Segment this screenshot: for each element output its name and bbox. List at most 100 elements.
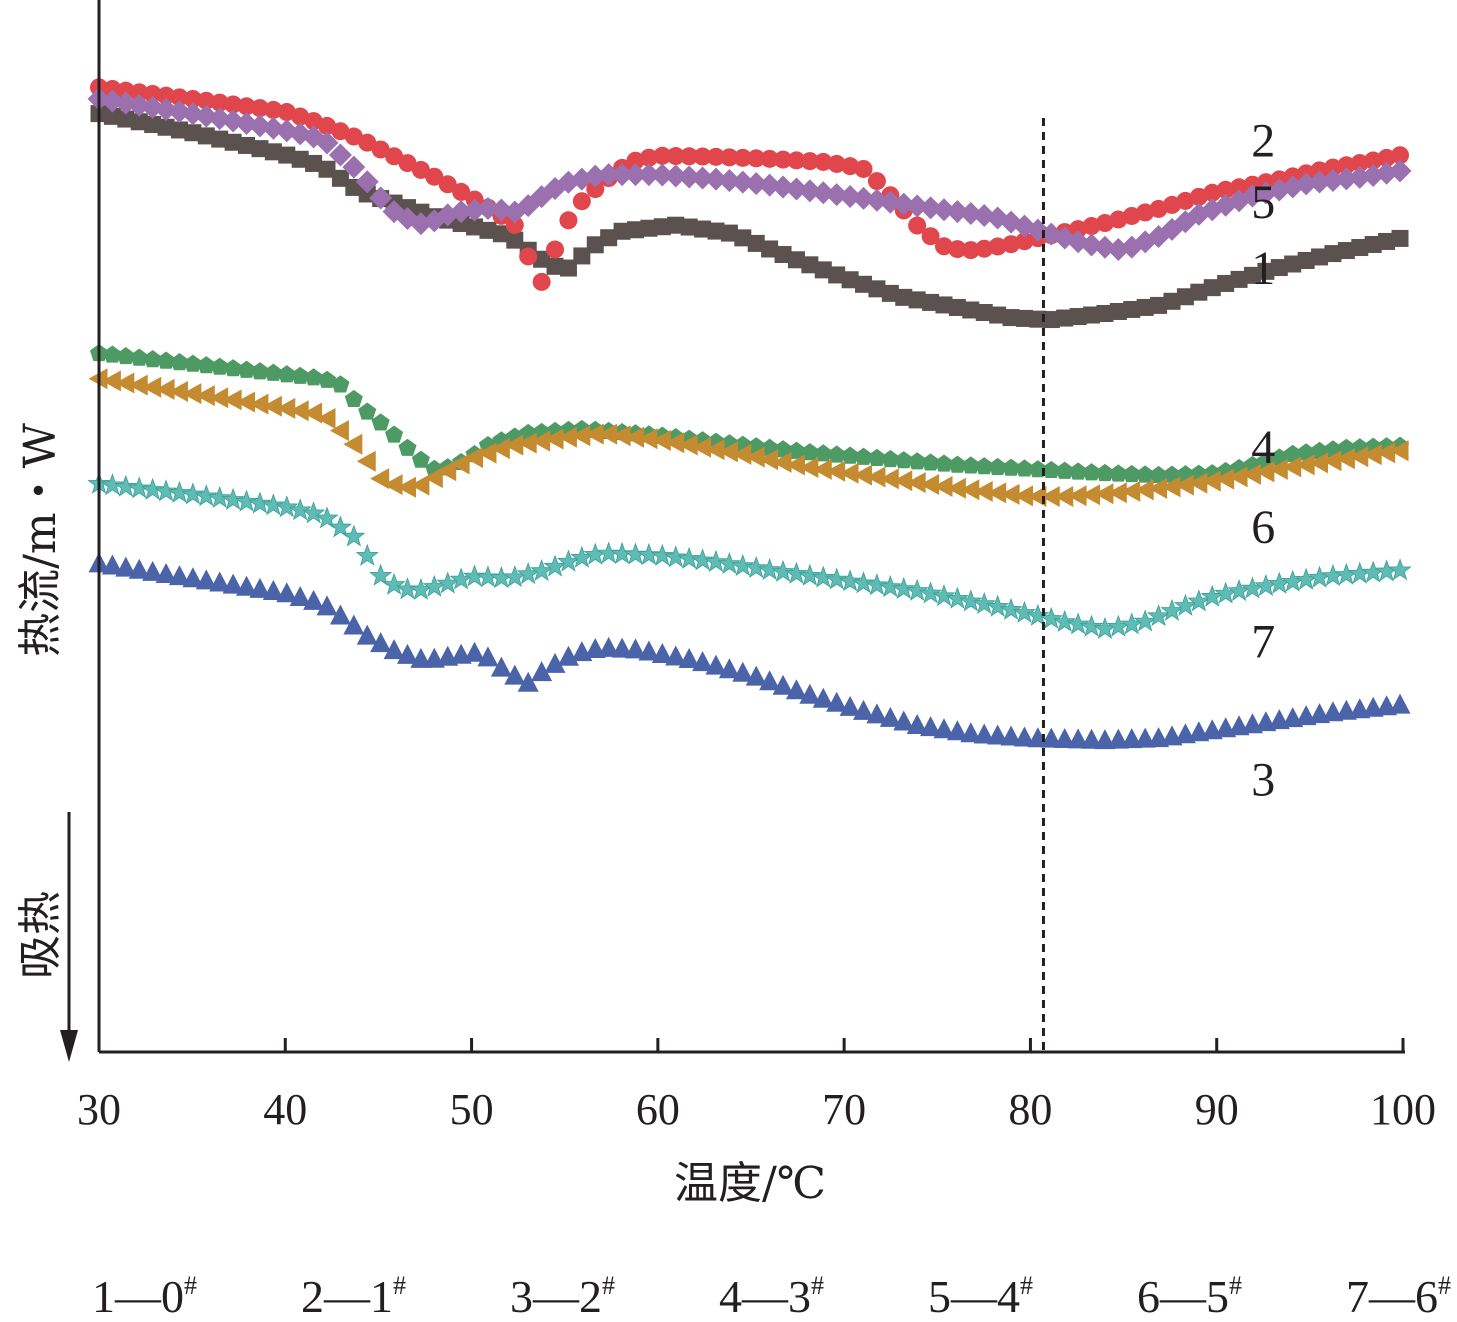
data-point [1388,558,1412,581]
data-point [170,121,188,139]
data-point [142,560,164,581]
data-point [289,586,311,607]
data-point [625,426,645,448]
data-point [115,372,135,394]
data-point [946,720,968,741]
data-point [733,148,752,167]
data-point [182,567,204,588]
data-point [531,661,553,682]
data-point [611,425,631,447]
data-point [1121,480,1141,502]
data-point [1069,462,1088,480]
data-point [1082,217,1101,236]
data-point [908,291,926,309]
data-point [691,166,715,190]
data-point [598,423,618,445]
data-point [1012,600,1037,623]
data-point [653,218,671,236]
data-point [411,160,430,179]
data-point [479,221,497,239]
data-point [234,489,259,512]
data-point [1255,461,1275,483]
data-point [1257,262,1275,280]
data-point [1203,279,1221,297]
data-point [183,354,202,372]
data-point [705,654,727,675]
data-point [932,584,956,607]
data-point [492,225,510,243]
data-point [1081,484,1101,506]
data-point [209,387,229,409]
data-point [1376,442,1396,464]
data-point [894,451,913,469]
data-point [881,449,900,468]
data-point [707,222,725,240]
data-point [704,549,728,572]
data-point [183,89,202,108]
curve-label-2: 2 [1251,115,1275,168]
data-point [573,247,591,265]
data-point [1149,465,1168,484]
data-point [1096,304,1114,322]
data-point [677,546,701,569]
data-point [344,127,363,146]
data-point [1015,309,1033,327]
data-point [865,573,889,596]
data-point [197,356,216,374]
data-point [973,723,995,744]
data-point [1391,146,1410,165]
legend-item: 2—1# [301,1271,406,1322]
data-point [1201,470,1221,492]
data-point [1163,292,1181,310]
data-point [572,192,591,211]
data-point [638,640,660,661]
data-point [532,272,551,291]
data-point [693,147,712,166]
data-point [224,359,243,377]
data-point [168,565,190,586]
curve-label-3: 3 [1251,753,1275,806]
data-point [370,632,392,653]
data-point [650,163,674,187]
data-point [396,476,416,498]
data-point [1040,727,1062,748]
data-point [945,586,969,609]
data-point [101,370,121,392]
data-point [315,131,339,155]
data-point [490,438,510,460]
data-point [342,155,366,179]
data-point [182,383,202,405]
data-point [717,169,741,193]
data-point [358,133,377,152]
data-point [1268,458,1288,480]
series-1 [90,105,1409,329]
data-point [224,133,242,151]
data-point [933,718,955,739]
data-point [264,363,283,381]
data-point [355,170,379,194]
data-point [922,293,940,311]
data-point [960,722,982,743]
data-point [305,154,323,172]
data-point [210,357,229,375]
data-point [1377,148,1396,167]
data-point [800,443,819,461]
x-tick-label: 50 [450,1085,494,1134]
data-point [383,474,403,496]
data-point [760,149,779,168]
data-point [533,250,551,268]
data-point [893,470,913,492]
data-point [1160,598,1184,621]
data-point [1351,239,1369,257]
data-point [1027,727,1049,748]
data-point [222,389,242,411]
data-point [371,140,390,159]
data-point [1000,725,1022,746]
data-point [1109,464,1128,482]
data-point [948,455,967,473]
data-point [812,687,834,708]
data-point [666,147,685,166]
data-point [651,642,673,663]
data-point [771,559,795,582]
data-point [814,444,833,462]
